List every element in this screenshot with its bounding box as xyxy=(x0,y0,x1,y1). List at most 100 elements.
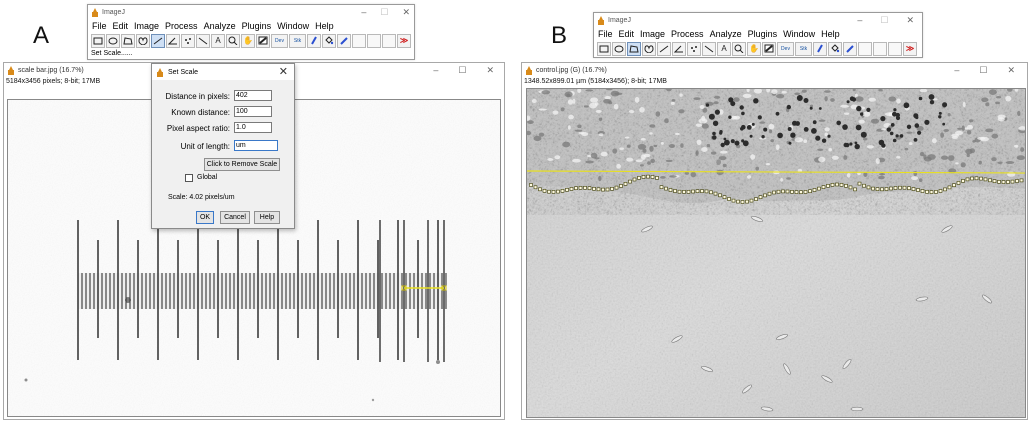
close-button[interactable]: ✕ xyxy=(486,65,494,75)
imagej-titlebar: ImageJ – ☐ ✕ xyxy=(594,13,922,27)
close-button[interactable]: ✕ xyxy=(402,7,410,17)
minimize-button[interactable]: – xyxy=(954,65,960,75)
menu-image[interactable]: Image xyxy=(640,28,666,39)
empty-tool-slot xyxy=(367,33,381,48)
help-button[interactable]: Help xyxy=(254,211,280,224)
set-scale-dialog: Set Scale ✕ Distance in pixels: Known di… xyxy=(151,63,295,229)
global-label: Global xyxy=(197,174,218,181)
menu-analyze[interactable]: Analyze xyxy=(203,20,236,31)
close-button[interactable]: ✕ xyxy=(1007,65,1015,75)
control-image-window: control.jpg (G) (16.7%) – ☐ ✕ 1348.52x89… xyxy=(521,62,1028,420)
menu-window[interactable]: Window xyxy=(783,28,816,39)
remove-scale-button[interactable]: Click to Remove Scale xyxy=(204,158,280,171)
control-cell-canvas[interactable] xyxy=(526,88,1026,418)
ok-button[interactable]: OK xyxy=(196,211,214,224)
minimize-button[interactable]: – xyxy=(857,15,863,25)
empty-tool-slot xyxy=(352,33,366,48)
polygon-tool-icon[interactable] xyxy=(121,33,135,48)
imagej-main-window-b: ImageJ – ☐ ✕ File Edit Image Process Ana… xyxy=(593,12,923,58)
dialog-close-button[interactable]: ✕ xyxy=(278,66,288,78)
rectangle-tool-icon[interactable] xyxy=(597,41,611,56)
global-checkbox[interactable] xyxy=(185,174,193,182)
dropper-icon[interactable] xyxy=(843,41,857,56)
menu-file[interactable]: File xyxy=(92,20,107,31)
freehand-tool-icon[interactable] xyxy=(642,41,656,56)
imagej-logo-icon xyxy=(157,67,163,77)
menu-analyze[interactable]: Analyze xyxy=(709,28,742,39)
dropper-icon[interactable] xyxy=(337,33,351,48)
color-picker-icon[interactable] xyxy=(762,41,776,56)
menu-plugins[interactable]: Plugins xyxy=(241,20,272,31)
more-tools-button[interactable]: ≫ xyxy=(397,33,411,48)
wand-tool-icon[interactable] xyxy=(702,41,716,56)
polygon-tool-icon[interactable] xyxy=(627,41,641,56)
minimize-button[interactable]: – xyxy=(433,65,439,75)
known-distance-input[interactable] xyxy=(234,106,272,117)
imagej-titlebar: ImageJ – ☐ ✕ xyxy=(88,5,414,19)
micrometer-ruler-image xyxy=(8,100,500,416)
aspect-ratio-input[interactable] xyxy=(234,122,272,133)
maximize-button[interactable]: ☐ xyxy=(979,65,988,75)
distance-label: Distance in pixels: xyxy=(165,92,230,101)
menu-window[interactable]: Window xyxy=(277,20,310,31)
distance-input[interactable] xyxy=(234,90,272,101)
stack-menu-button[interactable]: Stk xyxy=(289,33,306,48)
flood-fill-icon[interactable] xyxy=(828,41,842,56)
menu-help[interactable]: Help xyxy=(315,20,334,31)
line-tool-icon[interactable] xyxy=(657,41,671,56)
maximize-button[interactable]: ☐ xyxy=(880,15,889,25)
menu-bar: File Edit Image Process Analyze Plugins … xyxy=(594,27,922,40)
menu-file[interactable]: File xyxy=(598,28,613,39)
brush-icon[interactable] xyxy=(813,41,827,56)
menu-edit[interactable]: Edit xyxy=(618,28,635,39)
zoom-tool-icon[interactable] xyxy=(226,33,240,48)
point-tool-icon[interactable] xyxy=(181,33,195,48)
angle-tool-icon[interactable] xyxy=(672,41,686,56)
angle-tool-icon[interactable] xyxy=(166,33,180,48)
imagej-title: ImageJ xyxy=(608,16,631,24)
imagej-logo-icon xyxy=(526,65,532,75)
brush-icon[interactable] xyxy=(307,33,321,48)
oval-tool-icon[interactable] xyxy=(106,33,120,48)
panel-label-b: B xyxy=(551,22,568,49)
developer-menu-button[interactable]: Dev xyxy=(271,33,288,48)
text-tool-icon[interactable]: A xyxy=(211,33,225,48)
cancel-button[interactable]: Cancel xyxy=(220,211,250,224)
oval-tool-icon[interactable] xyxy=(612,41,626,56)
line-tool-icon[interactable] xyxy=(151,33,165,48)
unit-input[interactable] xyxy=(234,140,278,151)
maximize-button[interactable]: ☐ xyxy=(380,7,389,17)
menu-process[interactable]: Process xyxy=(671,28,704,39)
freehand-tool-icon[interactable] xyxy=(136,33,150,48)
close-button[interactable]: ✕ xyxy=(906,15,914,25)
wand-tool-icon[interactable] xyxy=(196,33,210,48)
menu-help[interactable]: Help xyxy=(821,28,840,39)
point-tool-icon[interactable] xyxy=(687,41,701,56)
minimize-button[interactable]: – xyxy=(361,7,367,17)
stack-menu-button[interactable]: Stk xyxy=(795,41,812,56)
hand-tool-icon[interactable]: ✋ xyxy=(241,33,255,48)
text-tool-icon[interactable]: A xyxy=(717,41,731,56)
empty-tool-slot xyxy=(858,41,872,56)
developer-menu-button[interactable]: Dev xyxy=(777,41,794,56)
toolbar: A ✋ Dev Stk ≫ xyxy=(88,32,414,49)
menu-image[interactable]: Image xyxy=(134,20,160,31)
zoom-tool-icon[interactable] xyxy=(732,41,746,56)
menu-process[interactable]: Process xyxy=(165,20,198,31)
color-picker-icon[interactable] xyxy=(256,33,270,48)
imagej-logo-icon xyxy=(92,7,98,17)
hand-tool-icon[interactable]: ✋ xyxy=(747,41,761,56)
rectangle-tool-icon[interactable] xyxy=(91,33,105,48)
more-tools-button[interactable]: ≫ xyxy=(903,41,917,56)
scratch-edge-line[interactable] xyxy=(527,170,1026,174)
panel-label-a: A xyxy=(33,22,50,49)
aspect-ratio-label: Pixel aspect ratio: xyxy=(166,124,230,133)
imagej-main-window-a: ImageJ – ☐ ✕ File Edit Image Process Ana… xyxy=(87,4,415,60)
flood-fill-icon[interactable] xyxy=(322,33,336,48)
menu-edit[interactable]: Edit xyxy=(112,20,129,31)
empty-tool-slot xyxy=(382,33,396,48)
maximize-button[interactable]: ☐ xyxy=(458,65,467,75)
scale-readout: Scale: 4.02 pixels/um xyxy=(168,194,235,201)
menu-plugins[interactable]: Plugins xyxy=(747,28,778,39)
image-info: 5184x3456 pixels; 8-bit; 17MB xyxy=(6,78,101,85)
